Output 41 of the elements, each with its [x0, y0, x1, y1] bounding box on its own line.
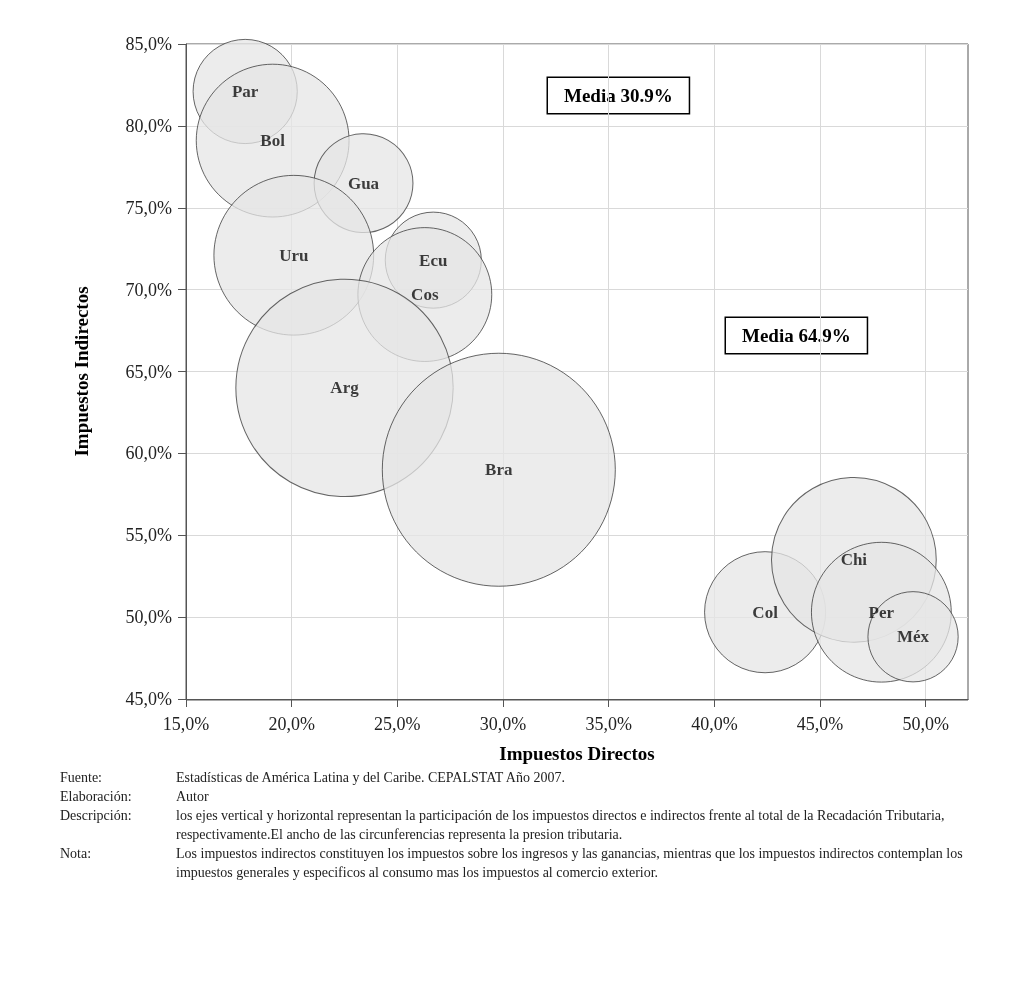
- series-label: Gua: [347, 173, 380, 193]
- text: Autor: [176, 788, 210, 806]
- series-label: Per: [868, 602, 895, 622]
- series-label: Col: [752, 602, 779, 622]
- y-tick-label: 55,0%: [125, 525, 172, 546]
- annotation: Media 30.9%: [564, 85, 673, 106]
- series-label: Par: [231, 81, 259, 101]
- x-tick-label: 25,0%: [374, 714, 421, 734]
- series-label: Arg: [330, 378, 360, 398]
- y-tick-label: 85,0%: [125, 34, 172, 54]
- source-note: Fuente:: [60, 769, 103, 787]
- y-tick-label: 45,0%: [125, 689, 172, 709]
- text: Descripción:: [60, 807, 133, 825]
- annotation: Media 64.9%: [742, 325, 851, 346]
- x-tick-label: 45,0%: [796, 714, 844, 734]
- y-tick-label: 60,0%: [125, 443, 172, 464]
- series-label: Uru: [279, 245, 309, 265]
- x-tick-label: 20,0%: [268, 714, 315, 734]
- text: los ejes vertical y horizontal representan la participación de los impuestos directos e indirectos frente al total de la Recadación Tributaria, respectivamente.El ancho de las circunferencias representa la presion tributaria.: [176, 807, 946, 844]
- x-tick-label: 30,0%: [479, 714, 527, 734]
- y-tick-label: 80,0%: [125, 115, 172, 136]
- x-tick-label: 35,0%: [585, 714, 632, 734]
- x-tick-label: 15,0%: [162, 714, 210, 734]
- text: Nota:: [60, 845, 93, 863]
- x-axis-title: Impuestos Directos: [499, 743, 655, 764]
- x-tick-label: 50,0%: [902, 714, 949, 734]
- series-label: Bol: [260, 131, 286, 151]
- series-label: Chi: [840, 550, 868, 570]
- x-tick-label: 40,0%: [691, 714, 738, 734]
- text: Los impuestos indirectos constituyen los impuestos sobre los ingresos y las ganancias, mientras que los impuestos indirectos contemplan los impuestos generales y especificos al consumo mas los impuestos al comercio exterior.: [176, 845, 964, 882]
- y-axis-title: Impuestos Indirectos: [71, 286, 92, 457]
- y-tick-label: 65,0%: [125, 361, 172, 382]
- y-tick-label: 70,0%: [125, 279, 172, 300]
- y-tick-label: 75,0%: [125, 197, 172, 218]
- series-label: Cos: [411, 285, 439, 305]
- series-label: Ecu: [419, 250, 448, 270]
- y-tick-label: 50,0%: [125, 607, 172, 628]
- series-label: Méx: [897, 627, 930, 647]
- series-label: Bra: [485, 460, 513, 480]
- text: Elaboración:: [60, 788, 133, 806]
- text: Estadísticas de América Latina y del Caribe. CEPALSTAT Año 2007.: [176, 769, 566, 787]
